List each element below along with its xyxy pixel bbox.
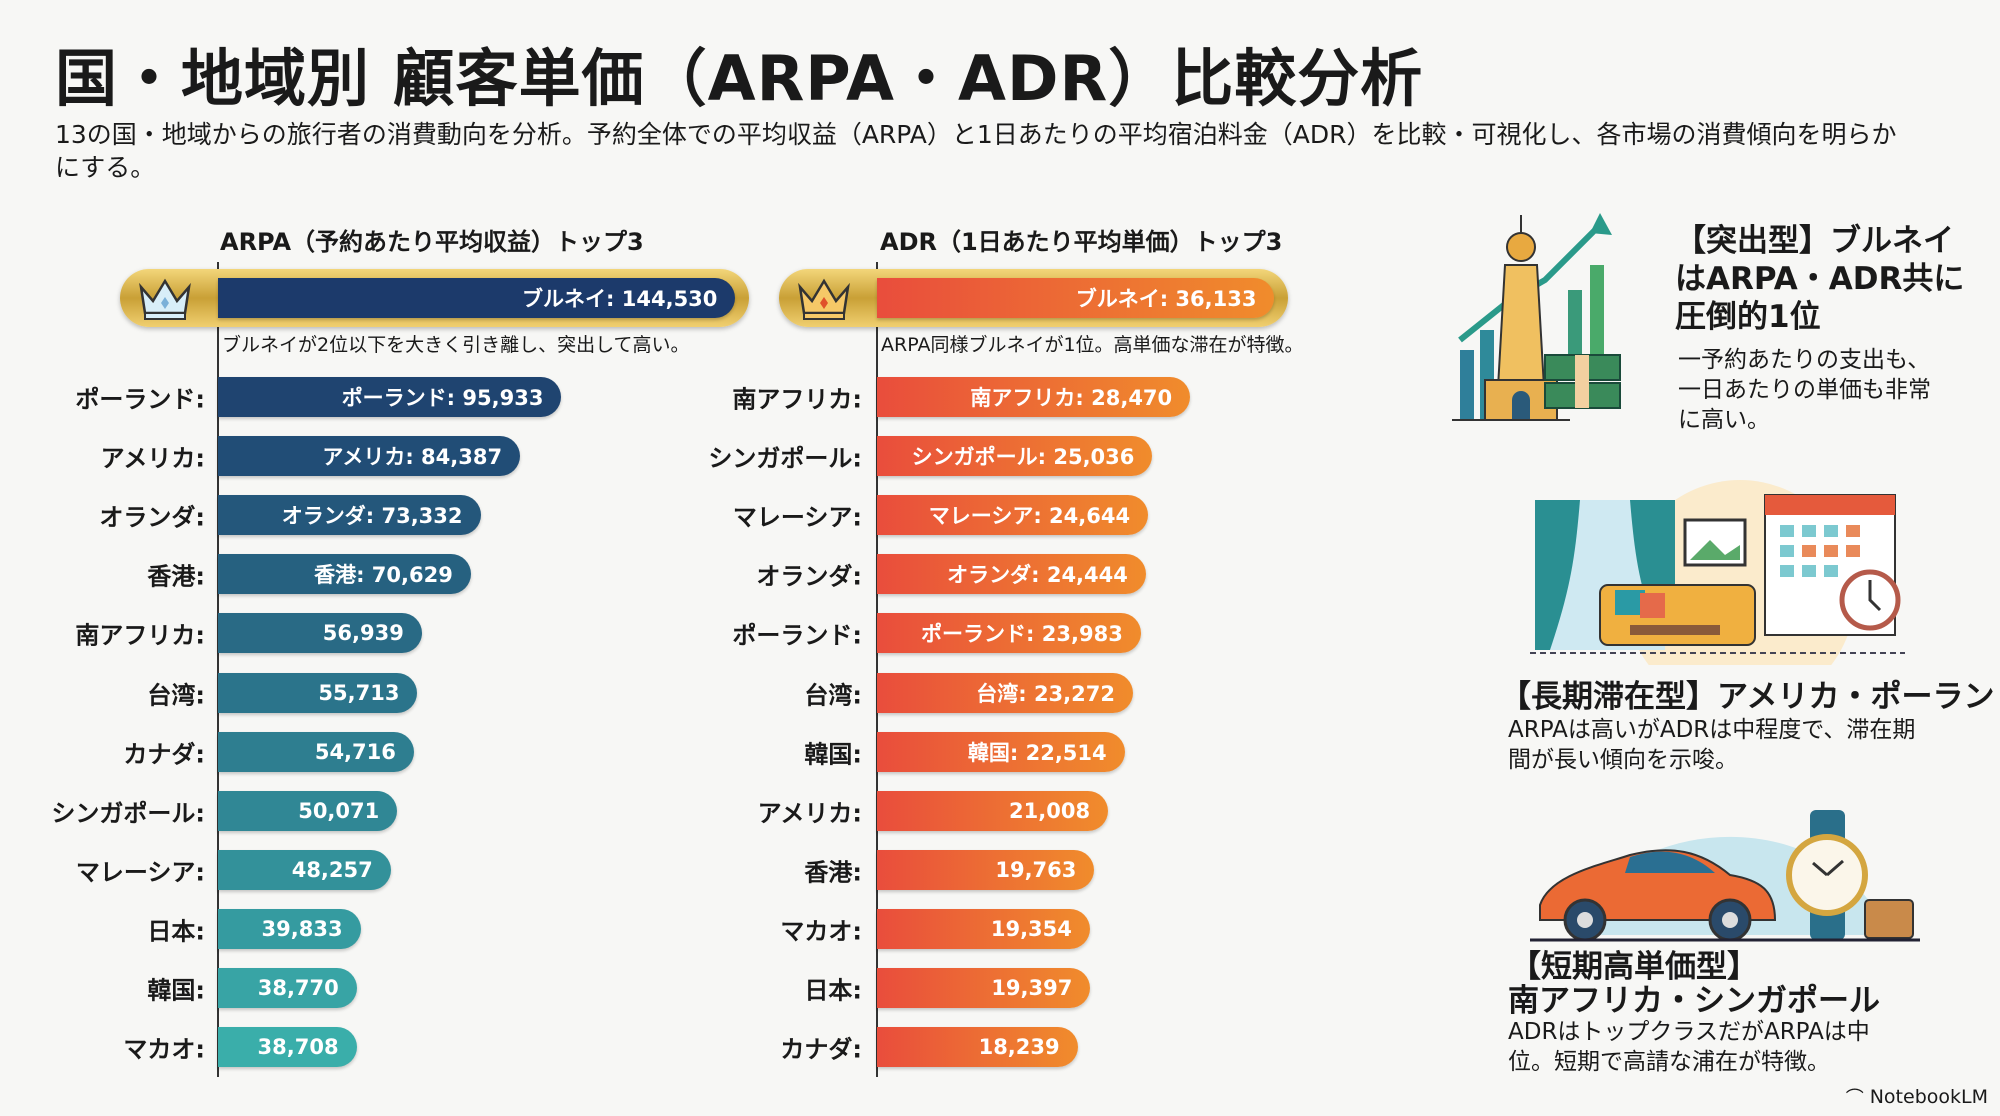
adr-bar-value-label: 19,354 — [990, 916, 1072, 941]
arpa-bar-value-label: 38,708 — [257, 1035, 339, 1060]
adr-bar-value-label: オランダ: 24,444 — [947, 563, 1128, 588]
arpa-chart-title: ARPA（予約あたり平均収益）トップ3 — [220, 228, 644, 256]
arpa-bar: 54,716 — [218, 731, 414, 772]
arpa-bar-value-label: 香港: 70,629 — [314, 563, 453, 588]
adr-bar: 18,239 — [877, 1027, 1078, 1068]
arpa-category-label: 台湾: — [147, 681, 205, 709]
adr-category-label: マレーシア: — [732, 503, 862, 532]
insight-brunei-desc: 一予約あたりの支出も、一日あたりの単価も非常に高い。 — [1678, 347, 1931, 433]
arpa-bar: 48,257 — [218, 849, 391, 890]
arpa-bar-value-label: オランダ: 73,332 — [281, 504, 463, 529]
brunei-tower-money-illustration — [1452, 213, 1621, 421]
arpa-bar-value-label: 39,833 — [261, 916, 343, 941]
adr-bar-value-label: 南アフリカ: 28,470 — [970, 386, 1173, 410]
arpa-bar-value-label: 56,939 — [322, 621, 404, 646]
adr-top-note: ARPA同様ブルネイが1位。高単価な滞在が特徴。 — [881, 334, 1304, 356]
adr-category-label: 南アフリカ: — [732, 385, 862, 414]
arpa-category-label: ポーランド: — [75, 385, 205, 414]
long-stay-room-illustration — [1530, 480, 1905, 665]
adr-bar-value-label: シンガポール: 25,036 — [911, 445, 1135, 470]
adr-bar-value-label: ポーランド: 23,983 — [921, 622, 1123, 647]
crown-icon — [139, 278, 191, 320]
arpa-bar: 香港: 70,629 — [218, 554, 471, 595]
arpa-category-label: 香港: — [147, 562, 205, 591]
adr-bar: シンガポール: 25,036 — [877, 436, 1153, 477]
arpa-category-label: マレーシア: — [75, 858, 205, 887]
arpa-bar-value-label: ポーランド: 95,933 — [341, 386, 544, 410]
arpa-bar-value-label: 55,713 — [318, 680, 400, 705]
adr-bar: 21,008 — [877, 790, 1109, 831]
insight-brunei-title: 【突出型】ブルネイはARPA・ADR共に圧倒的1位 — [1675, 223, 1965, 335]
sports-car-watch-illustration — [1530, 810, 1920, 942]
arpa-bar: 38,708 — [218, 1027, 357, 1068]
adr-bar-value-label: 21,008 — [1009, 798, 1091, 823]
adr-bar-value-label: 19,763 — [995, 857, 1077, 882]
adr-category-label: シンガポール: — [708, 444, 862, 473]
adr-bar-value-label: 韓国: 22,514 — [967, 740, 1107, 765]
adr-bar: オランダ: 24,444 — [877, 554, 1146, 595]
page-title: 国・地域別 顧客単価（ARPA・ADR）比較分析 — [55, 42, 1424, 115]
adr-bar: ポーランド: 23,983 — [877, 613, 1141, 654]
arpa-bar: ポーランド: 95,933 — [218, 377, 562, 417]
adr-category-label: 香港: — [804, 858, 862, 887]
insight-short-stay-desc: ADRはトップクラスだがARPAは中位。短期で高請な浦在が特徴。 — [1508, 1019, 1870, 1075]
brand-label: NotebookLM — [1869, 1086, 1988, 1108]
adr-category-label: 日本: — [804, 976, 862, 1005]
insight-long-stay-desc: ARPAは高いがADRは中程度で、滞在期間が長い傾向を示唆。 — [1508, 717, 1916, 773]
adr-bar: 台湾: 23,272 — [877, 672, 1133, 713]
insight-short-stay-title-line1: 【短期高単価型】 — [1510, 949, 1758, 985]
adr-bar: 韓国: 22,514 — [877, 731, 1125, 772]
arpa-category-label: 韓国: — [147, 976, 205, 1005]
adr-category-label: オランダ: — [756, 562, 862, 591]
adr-category-label: アメリカ: — [757, 799, 862, 828]
adr-category-label: マカオ: — [780, 917, 862, 946]
crown-icon — [798, 278, 850, 320]
arpa-category-label: 南アフリカ: — [75, 621, 205, 650]
adr-category-label: 韓国: — [804, 740, 862, 769]
adr-chart-title: ADR（1日あたり平均単価）トップ3 — [880, 228, 1283, 256]
arpa-bar-value-label: 48,257 — [291, 857, 373, 882]
arpa-category-label: シンガポール: — [51, 799, 205, 828]
arpa-category-label: カナダ: — [123, 740, 205, 769]
adr-axis-line — [876, 262, 878, 1077]
arpa-bar: 50,071 — [218, 790, 398, 831]
adr-bar: 19,354 — [877, 908, 1090, 949]
adr-category-label: 台湾: — [804, 681, 862, 709]
arpa-bar: 55,713 — [218, 672, 418, 713]
arpa-category-label: 日本: — [147, 917, 205, 946]
arpa-bar: オランダ: 73,332 — [218, 495, 481, 536]
notebooklm-brand: ⌒ NotebookLM — [1846, 1084, 1988, 1110]
adr-bar-value-label: 台湾: 23,272 — [976, 681, 1115, 706]
arpa-bar-value-label: ブルネイ: 144,530 — [522, 287, 718, 311]
adr-bar: 南アフリカ: 28,470 — [877, 377, 1191, 417]
arpa-category-label: アメリカ: — [100, 444, 205, 473]
arpa-bar-value-label: アメリカ: 84,387 — [322, 445, 503, 470]
arpa-category-label: マカオ: — [123, 1035, 205, 1064]
adr-category-label: カナダ: — [780, 1035, 862, 1064]
adr-bar: マレーシア: 24,644 — [877, 495, 1149, 536]
adr-bar-value-label: ブルネイ: 36,133 — [1075, 287, 1257, 311]
notebooklm-logo-icon: ⌒ — [1845, 1088, 1864, 1109]
arpa-axis-line — [217, 262, 219, 1077]
adr-bar: 19,397 — [877, 968, 1091, 1008]
page-subtitle: 13の国・地域からの旅行者の消費動向を分析。予約全体での平均収益（ARPA）と1… — [55, 120, 1897, 182]
arpa-bar: アメリカ: 84,387 — [218, 436, 521, 477]
adr-bar-value-label: 18,239 — [978, 1035, 1060, 1060]
insight-short-stay-title-line2: 南アフリカ・シンガポール — [1508, 983, 1880, 1019]
arpa-top-note: ブルネイが2位以下を大きく引き離し、突出して高い。 — [222, 334, 690, 356]
adr-bar: 19,763 — [877, 849, 1095, 890]
adr-bar-value-label: 19,397 — [991, 976, 1073, 1000]
arpa-bar-value-label: 38,770 — [257, 976, 339, 1000]
arpa-bar: 56,939 — [218, 613, 422, 654]
arpa-bar: 39,833 — [218, 908, 361, 949]
arpa-bar: 38,770 — [218, 968, 357, 1008]
arpa-bar-value-label: 50,071 — [298, 798, 380, 823]
arpa-category-label: オランダ: — [99, 503, 205, 532]
arpa-bar: ブルネイ: 144,530 — [218, 278, 736, 318]
insight-long-stay-title: 【長期滞在型】アメリカ・ポーランド — [1500, 679, 2000, 715]
adr-bar-value-label: マレーシア: 24,644 — [928, 504, 1131, 529]
arpa-bar-value-label: 54,716 — [314, 739, 396, 764]
adr-category-label: ポーランド: — [732, 621, 862, 650]
adr-bar: ブルネイ: 36,133 — [877, 278, 1275, 318]
